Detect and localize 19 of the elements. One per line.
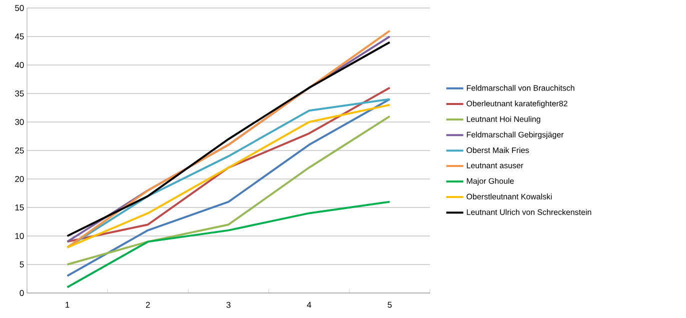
y-tick-label: 10: [15, 233, 24, 239]
line-series: [66, 200, 391, 288]
y-tick-label: 25: [15, 148, 24, 154]
line-series: [66, 98, 391, 277]
y-tick-label: 30: [15, 119, 24, 125]
y-tick-label: 35: [15, 90, 24, 96]
x-tick-label: 3: [226, 302, 230, 308]
x-tick-label: 1: [66, 302, 70, 308]
y-tick-label: 15: [15, 204, 24, 210]
y-tick-label: 45: [14, 34, 24, 40]
y-tick-label: 20: [15, 176, 24, 182]
y-tick-label: 40: [14, 62, 24, 68]
x-tick-label: 2: [146, 302, 150, 308]
y-tick-label: 5: [20, 262, 24, 268]
y-tick-label: 50: [15, 5, 24, 11]
line-series: [66, 115, 391, 266]
y-tick-label: 0: [20, 290, 24, 296]
x-tick-label: 4: [306, 302, 312, 308]
x-tick-label: 5: [388, 302, 392, 308]
